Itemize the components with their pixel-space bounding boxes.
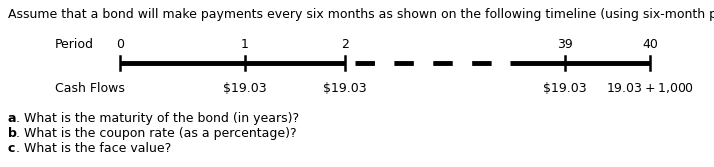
Text: $19.03 + $1,000: $19.03 + $1,000 bbox=[606, 81, 694, 95]
Text: 40: 40 bbox=[642, 38, 658, 50]
Text: c: c bbox=[8, 142, 16, 155]
Text: 1: 1 bbox=[241, 38, 249, 50]
Text: 2: 2 bbox=[341, 38, 349, 50]
Text: . What is the face value?: . What is the face value? bbox=[16, 142, 171, 155]
Text: b: b bbox=[8, 127, 17, 140]
Text: 39: 39 bbox=[557, 38, 573, 50]
Text: . What is the coupon rate (as a percentage)?: . What is the coupon rate (as a percenta… bbox=[16, 127, 296, 140]
Text: $19.03: $19.03 bbox=[543, 81, 587, 95]
Text: $19.03: $19.03 bbox=[323, 81, 367, 95]
Text: 0: 0 bbox=[116, 38, 124, 50]
Text: $19.03: $19.03 bbox=[223, 81, 267, 95]
Text: . What is the maturity of the bond (in years)?: . What is the maturity of the bond (in y… bbox=[16, 112, 298, 125]
Text: Period: Period bbox=[55, 38, 94, 50]
Text: Assume that a bond will make payments every six months as shown on the following: Assume that a bond will make payments ev… bbox=[8, 8, 714, 21]
Text: a: a bbox=[8, 112, 16, 125]
Text: Cash Flows: Cash Flows bbox=[55, 81, 125, 95]
